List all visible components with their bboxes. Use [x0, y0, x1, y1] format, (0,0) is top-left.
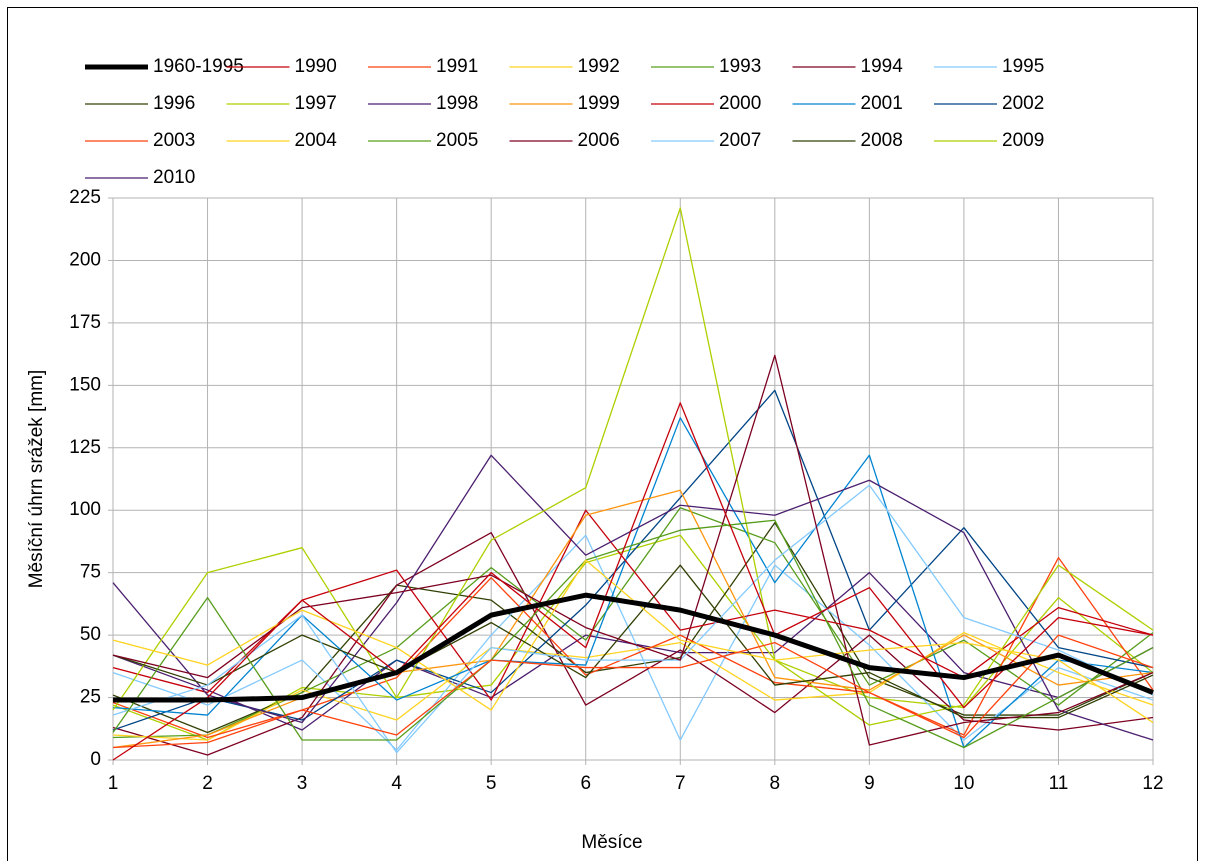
series-line — [112, 354, 1154, 746]
x-tick-label: 5 — [486, 773, 497, 794]
y-tick-label: 150 — [69, 374, 101, 395]
legend-label: 2000 — [719, 93, 761, 114]
plot-area — [112, 197, 1154, 761]
legend-label: 2009 — [1002, 130, 1044, 151]
legend-label: 1994 — [861, 56, 904, 77]
legend-label: 2003 — [153, 130, 195, 151]
series-line — [112, 519, 1154, 749]
series-line — [112, 207, 1154, 726]
legend-label: 1993 — [719, 56, 761, 77]
y-tick-label: 0 — [90, 749, 101, 770]
x-axis-label: Měsíce — [581, 832, 642, 853]
frame — [7, 7, 1198, 866]
x-tick-label: 8 — [770, 773, 781, 794]
legend-label: 2010 — [153, 167, 195, 188]
y-tick-label: 100 — [69, 499, 101, 520]
series-line — [112, 534, 1154, 751]
legend-label: 1996 — [153, 93, 195, 114]
legend-label: 2007 — [719, 130, 761, 151]
series-line — [112, 489, 1154, 749]
x-tick-label: 1 — [108, 773, 119, 794]
legend-label: 2008 — [861, 130, 903, 151]
x-tick-label: 2 — [202, 773, 213, 794]
series-line — [112, 454, 1154, 741]
y-tick-label: 25 — [80, 687, 101, 708]
series-line — [112, 634, 1154, 749]
legend-label: 2004 — [295, 130, 338, 151]
series-line — [113, 592, 1154, 703]
x-tick-label: 12 — [1142, 773, 1163, 794]
x-tick-label: 11 — [1049, 773, 1069, 794]
legend-label: 1995 — [1002, 56, 1044, 77]
series-line — [112, 557, 1154, 739]
legend-label: 1997 — [295, 93, 337, 114]
series-line — [112, 402, 1154, 761]
y-axis-label: Měsíční úhrn srážek [mm] — [26, 370, 47, 589]
y-tick-label: 50 — [80, 624, 101, 645]
y-tick-label: 75 — [80, 562, 101, 583]
legend-label: 1990 — [295, 56, 337, 77]
series-line — [112, 417, 1154, 749]
x-tick-label: 4 — [391, 773, 402, 794]
y-tick-label: 200 — [69, 249, 101, 270]
legend-label: 2002 — [1002, 93, 1044, 114]
x-tick-label: 10 — [953, 773, 974, 794]
legend-label: 1960-1995 — [153, 56, 244, 77]
legend-label: 1999 — [578, 93, 620, 114]
y-tick-label: 175 — [69, 312, 101, 333]
x-tick-label: 3 — [297, 773, 308, 794]
x-tick-label: 9 — [864, 773, 875, 794]
series-line — [112, 532, 1154, 756]
y-tick-label: 225 — [69, 187, 101, 208]
series-line — [112, 564, 1154, 719]
legend-label: 1991 — [436, 56, 478, 77]
series-line — [112, 389, 1154, 731]
legend-label: 2005 — [436, 130, 478, 151]
y-tick-label: 125 — [69, 437, 101, 458]
x-tick-label: 7 — [675, 773, 686, 794]
legend-label: 2006 — [578, 130, 620, 151]
legend-label: 1992 — [578, 56, 620, 77]
legend-label: 2001 — [861, 93, 903, 114]
series-line — [112, 484, 1154, 754]
legend-label: 1998 — [436, 93, 478, 114]
x-tick-label: 6 — [580, 773, 591, 794]
